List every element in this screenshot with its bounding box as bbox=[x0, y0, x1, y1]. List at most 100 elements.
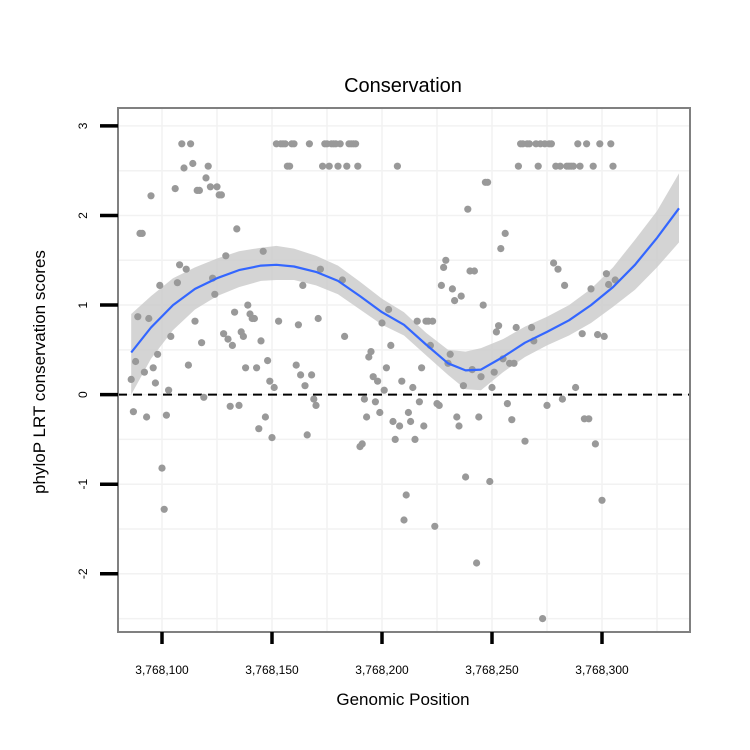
data-point bbox=[413, 317, 421, 325]
data-point bbox=[525, 140, 534, 148]
data-point bbox=[202, 174, 210, 182]
data-point bbox=[591, 440, 600, 448]
data-point bbox=[569, 162, 578, 170]
data-point bbox=[396, 422, 404, 430]
data-point bbox=[228, 341, 236, 349]
data-point bbox=[143, 413, 151, 421]
data-point bbox=[261, 413, 269, 421]
data-point bbox=[589, 162, 597, 170]
data-point bbox=[211, 290, 219, 298]
x-tick-label: 3,768,150 bbox=[245, 663, 299, 677]
data-point bbox=[140, 368, 148, 376]
data-point bbox=[198, 339, 206, 347]
data-point bbox=[189, 159, 197, 168]
data-point bbox=[400, 516, 408, 524]
data-point bbox=[129, 408, 137, 416]
y-tick-label: 0 bbox=[76, 391, 90, 398]
data-point bbox=[171, 185, 179, 193]
data-point bbox=[409, 383, 417, 392]
data-point bbox=[470, 267, 478, 275]
x-tick-label: 3,768,200 bbox=[355, 663, 409, 677]
y-axis-title: phyloP LRT conservation scores bbox=[30, 250, 49, 494]
data-point bbox=[222, 252, 230, 260]
data-point bbox=[574, 140, 582, 148]
data-point bbox=[418, 364, 426, 372]
data-point bbox=[147, 192, 155, 200]
data-point bbox=[550, 259, 558, 267]
data-point bbox=[182, 265, 190, 273]
data-point bbox=[134, 313, 142, 321]
data-point bbox=[605, 280, 613, 289]
x-axis: 3,768,100 3,768,150 3,768,200 3,768,250 3,76… bbox=[135, 632, 629, 677]
data-point bbox=[281, 140, 289, 148]
data-point bbox=[459, 382, 467, 390]
data-point bbox=[539, 615, 547, 623]
data-point bbox=[387, 341, 395, 349]
data-point bbox=[572, 383, 580, 392]
data-point bbox=[156, 281, 164, 289]
data-point bbox=[266, 377, 274, 385]
data-point bbox=[299, 281, 307, 289]
data-point bbox=[160, 505, 168, 513]
data-point bbox=[415, 398, 423, 406]
data-point bbox=[226, 402, 234, 410]
data-point bbox=[231, 308, 239, 316]
data-point bbox=[411, 435, 419, 443]
grid bbox=[118, 108, 690, 632]
data-point bbox=[334, 162, 342, 170]
data-point bbox=[596, 140, 604, 148]
data-point bbox=[369, 373, 377, 381]
data-point bbox=[217, 191, 225, 199]
data-point bbox=[195, 186, 203, 194]
data-point bbox=[158, 464, 166, 472]
data-point bbox=[145, 314, 153, 323]
data-point bbox=[213, 183, 221, 191]
data-point bbox=[528, 323, 536, 332]
data-point bbox=[508, 416, 516, 424]
data-point bbox=[303, 431, 311, 439]
data-point bbox=[242, 364, 250, 372]
smooth-line-layer bbox=[130, 207, 680, 372]
data-point bbox=[173, 279, 181, 287]
data-point bbox=[312, 401, 320, 409]
data-point bbox=[365, 353, 373, 361]
data-point bbox=[492, 328, 500, 336]
data-point bbox=[343, 162, 351, 170]
data-point bbox=[479, 301, 487, 309]
data-point bbox=[290, 140, 298, 148]
data-point bbox=[184, 361, 192, 369]
data-point bbox=[495, 322, 503, 330]
data-point bbox=[367, 348, 375, 356]
panel-border bbox=[117, 107, 691, 633]
data-point bbox=[490, 368, 498, 376]
data-point bbox=[374, 377, 382, 385]
data-point bbox=[371, 398, 379, 406]
y-tick-label: -1 bbox=[76, 479, 90, 490]
data-point bbox=[180, 164, 188, 172]
data-point bbox=[297, 371, 305, 379]
data-point bbox=[239, 332, 247, 340]
data-point bbox=[431, 522, 439, 530]
data-point bbox=[497, 245, 505, 253]
data-point bbox=[127, 375, 135, 383]
data-point bbox=[484, 178, 492, 186]
data-point bbox=[404, 408, 412, 417]
data-point bbox=[224, 335, 232, 343]
data-point bbox=[501, 229, 509, 237]
data-point bbox=[521, 437, 529, 445]
data-point bbox=[191, 317, 199, 325]
data-point bbox=[132, 357, 140, 366]
data-point bbox=[250, 314, 258, 323]
data-point bbox=[352, 140, 360, 148]
data-point bbox=[360, 395, 368, 403]
data-point bbox=[477, 373, 485, 381]
data-point bbox=[378, 319, 386, 327]
data-point bbox=[255, 425, 263, 433]
data-point bbox=[464, 205, 472, 213]
data-point bbox=[316, 265, 324, 273]
data-point bbox=[547, 140, 556, 148]
confidence-band-layer bbox=[131, 173, 679, 395]
data-point bbox=[435, 401, 443, 409]
x-tick-label: 3,768,100 bbox=[135, 663, 189, 677]
